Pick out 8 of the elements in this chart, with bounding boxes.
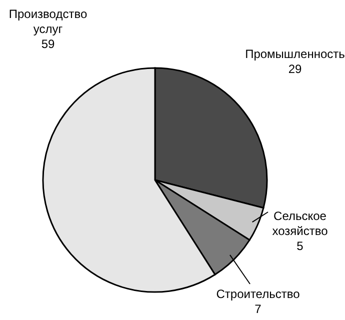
- data-label: 29: [288, 62, 302, 76]
- data-label: 7: [254, 302, 262, 316]
- data-label: 5: [296, 239, 304, 253]
- slice-label: Строительство: [216, 287, 300, 301]
- data-label: 59: [41, 37, 55, 51]
- slice-label: Производство услуг: [8, 7, 88, 36]
- slice-label: Промышленность: [245, 47, 345, 61]
- slice-label: Сельское хозяйство: [272, 209, 328, 238]
